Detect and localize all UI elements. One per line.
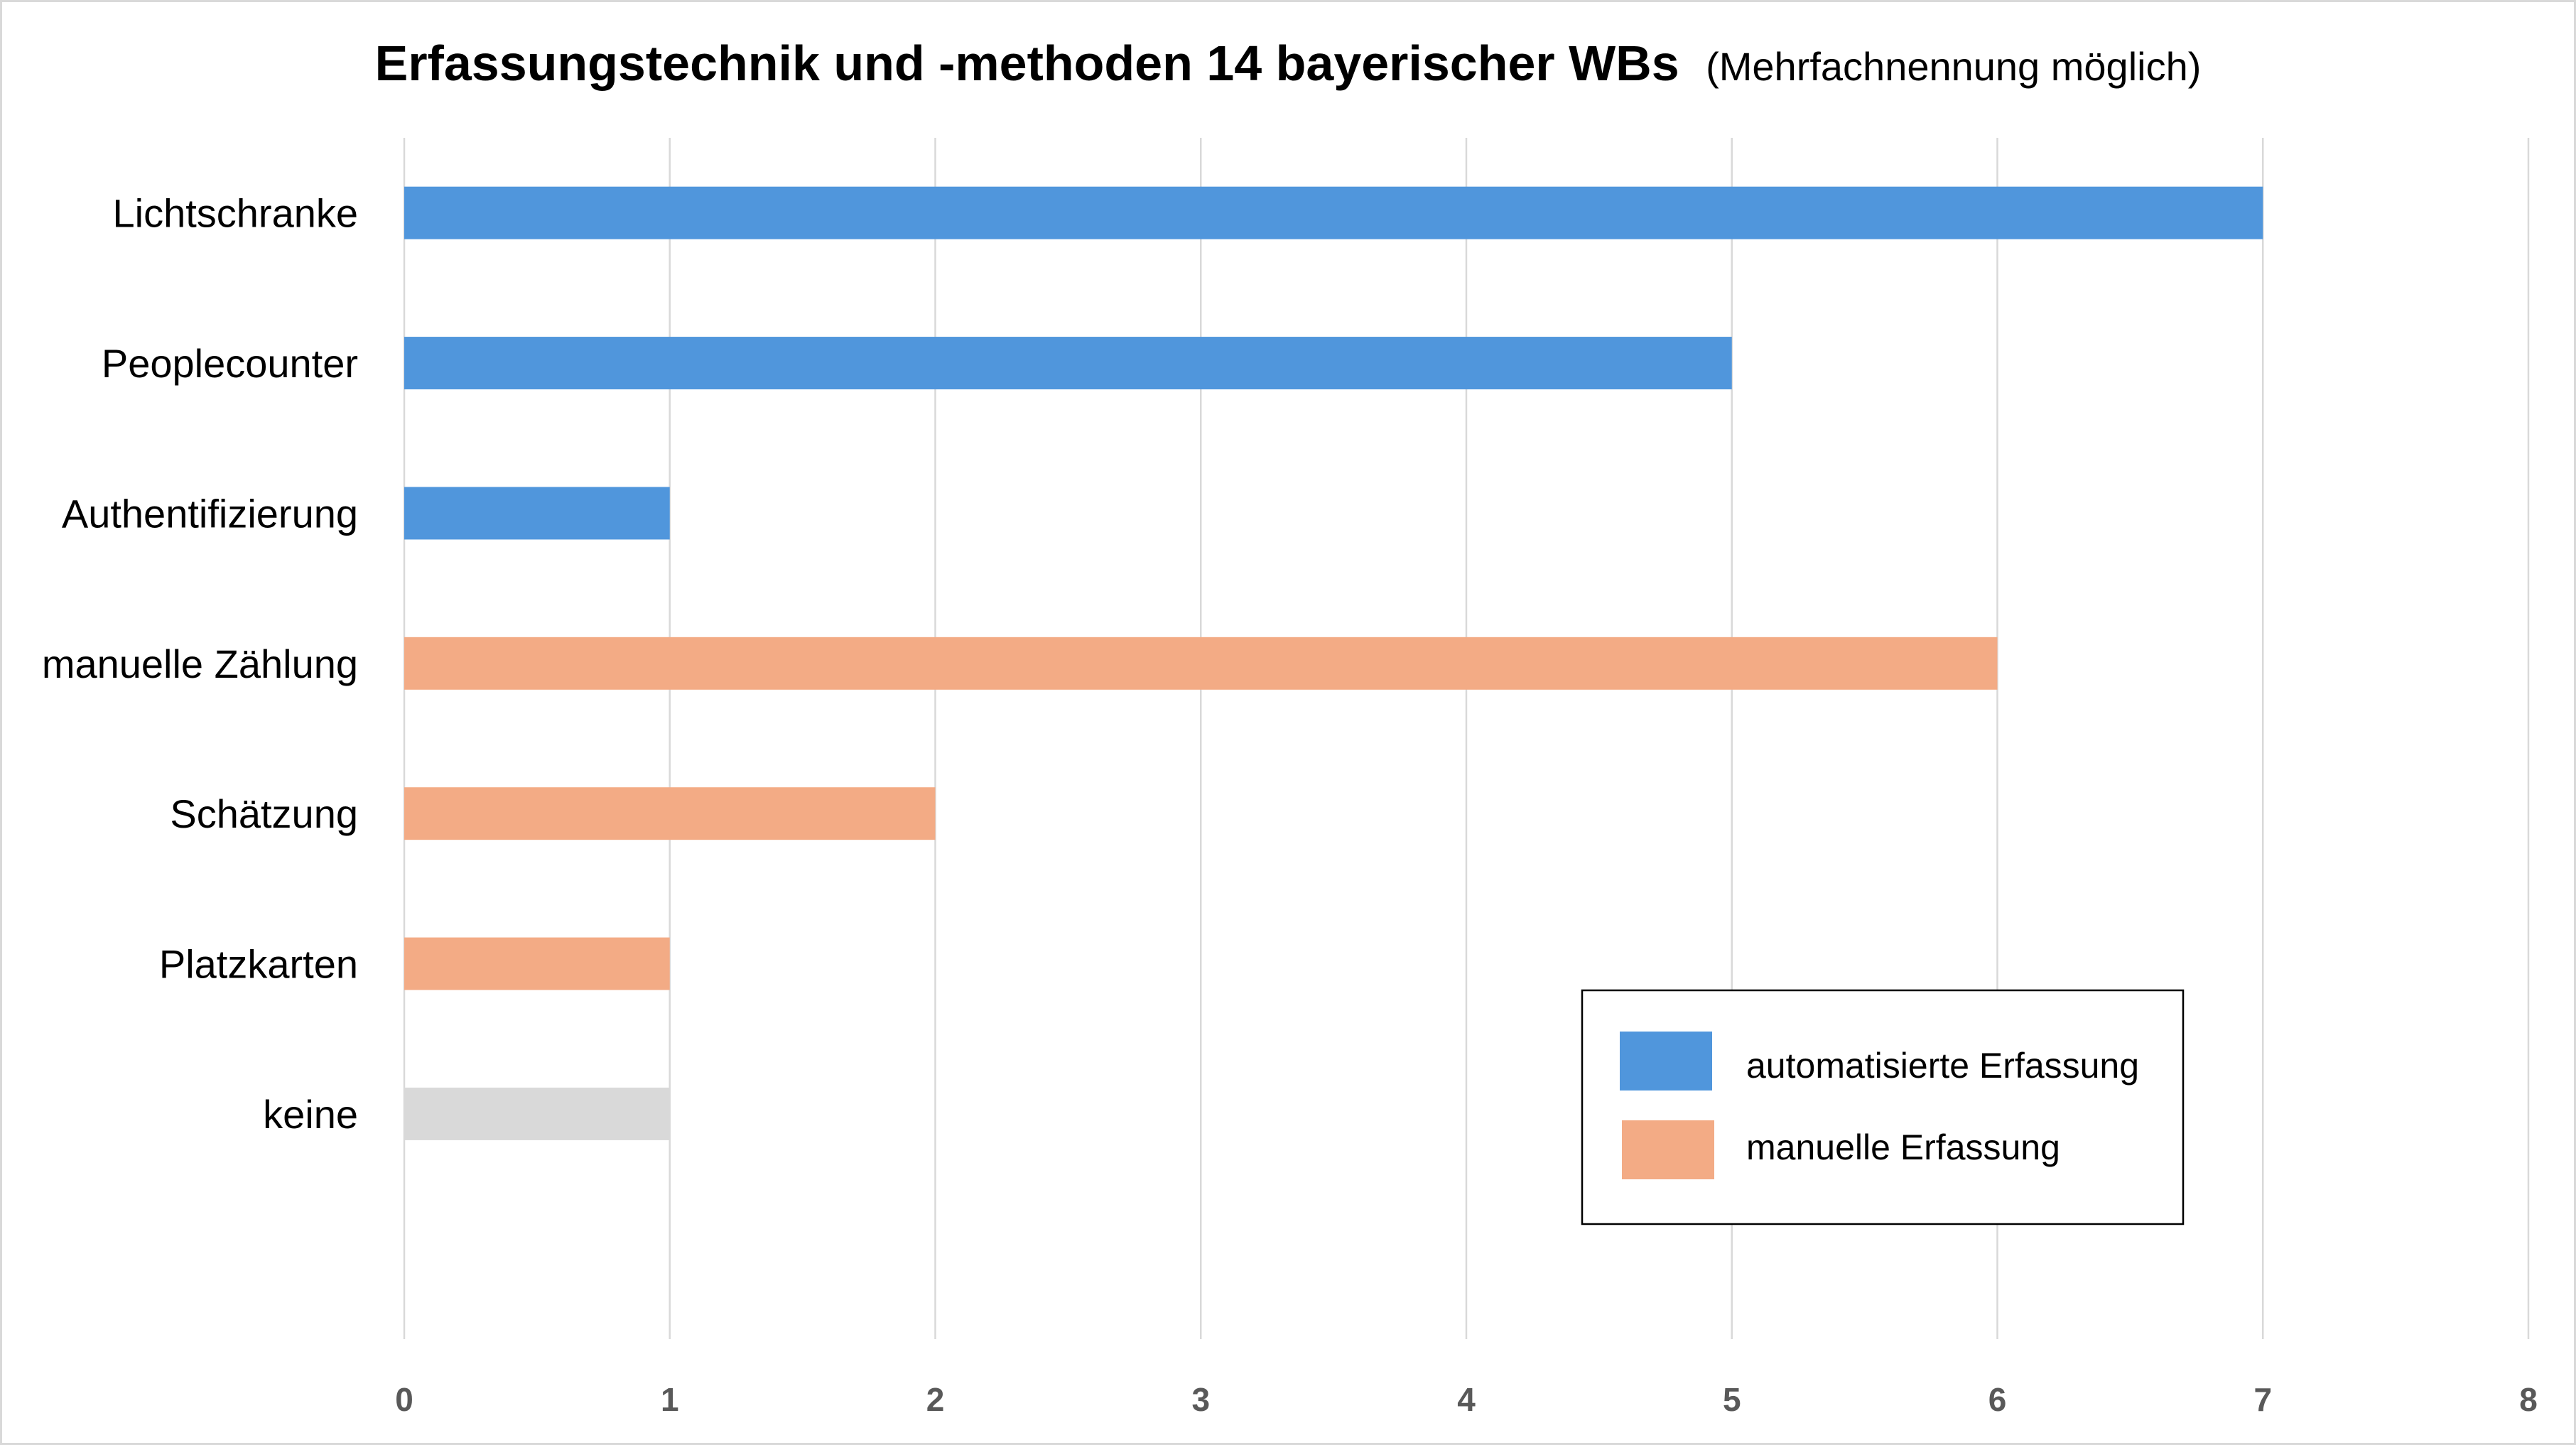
x-tick-label: 6	[1988, 1381, 2007, 1418]
category-labels: Lichtschranke Peoplecounter Authentifizier…	[42, 191, 358, 1137]
category-label-authentifizierung: Authentifizierung	[62, 491, 358, 536]
chart-title-line: Erfassungstechnik und -methoden 14 bayer…	[375, 36, 2202, 91]
bar-lichtschranke	[404, 186, 2263, 239]
category-label-manuelle-zaehlung: manuelle Zählung	[42, 642, 358, 686]
bar-keine	[404, 1087, 670, 1140]
category-label-lichtschranke: Lichtschranke	[112, 191, 358, 236]
category-label-keine: keine	[263, 1092, 358, 1137]
bar-platzkarten	[404, 937, 670, 990]
bar-manuelle-zaehlung	[404, 637, 1998, 690]
x-tick-label: 5	[1723, 1381, 1741, 1418]
category-label-peoplecounter: Peoplecounter	[102, 341, 358, 386]
legend-label-automatisierte-erfassung: automatisierte Erfassung	[1746, 1046, 2139, 1086]
legend-box	[1581, 989, 2185, 1225]
x-tick-label: 2	[926, 1381, 945, 1418]
x-tick-label: 0	[395, 1381, 413, 1418]
bars	[404, 186, 2263, 1140]
legend-swatch-manuelle-erfassung	[1622, 1120, 1714, 1179]
x-tick-label: 8	[2519, 1381, 2538, 1418]
chart-subtitle: (Mehrfachnennung möglich)	[1706, 44, 2201, 89]
bar-authentifizierung	[404, 487, 670, 540]
category-label-schaetzung: Schätzung	[170, 791, 358, 836]
x-tick-label: 4	[1457, 1381, 1476, 1418]
bar-peoplecounter	[404, 337, 1732, 390]
bar-schaetzung	[404, 787, 936, 840]
legend-label-manuelle-erfassung: manuelle Erfassung	[1746, 1127, 2060, 1167]
legend-swatch-automatisierte-erfassung	[1620, 1032, 1712, 1090]
x-tick-label: 7	[2253, 1381, 2272, 1418]
x-axis-tick-labels: 0 1 2 3 4 5 6 7 8	[395, 1381, 2538, 1418]
x-tick-label: 3	[1191, 1381, 1210, 1418]
legend: automatisierte Erfassung manuelle Erfass…	[1581, 989, 2185, 1225]
x-tick-label: 1	[661, 1381, 679, 1418]
chart-title: Erfassungstechnik und -methoden 14 bayer…	[375, 36, 1679, 91]
category-label-platzkarten: Platzkarten	[159, 942, 358, 987]
